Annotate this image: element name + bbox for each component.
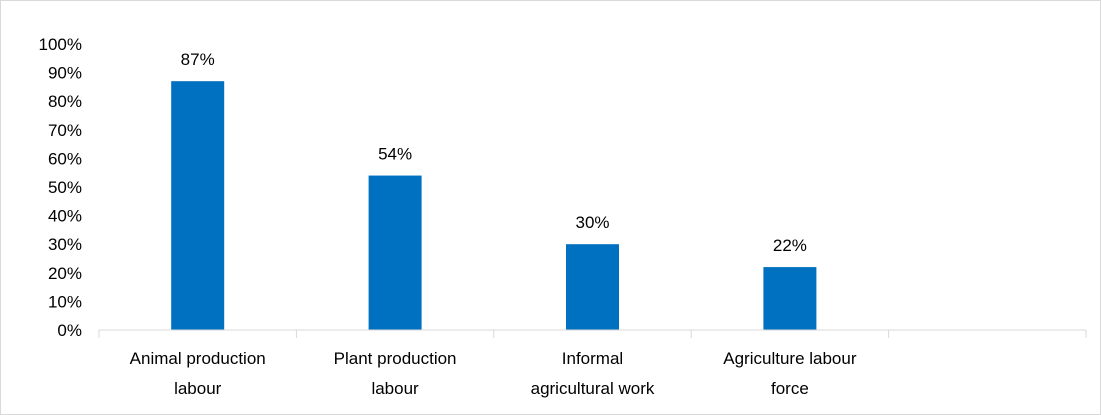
y-tick-label: 60%: [48, 149, 82, 168]
y-tick-label: 40%: [48, 207, 82, 226]
data-label: 22%: [773, 236, 807, 255]
data-label: 54%: [378, 145, 412, 164]
data-label: 87%: [181, 50, 215, 69]
x-category-label: agricultural work: [531, 379, 655, 398]
x-category-label: labour: [174, 379, 222, 398]
x-category-label: Plant production: [334, 349, 457, 368]
y-tick-label: 10%: [48, 292, 82, 311]
x-category-label: force: [771, 379, 809, 398]
y-tick-label: 20%: [48, 264, 82, 283]
y-tick-label: 0%: [57, 321, 82, 340]
bar: [566, 244, 619, 330]
y-tick-label: 30%: [48, 235, 82, 254]
y-tick-label: 90%: [48, 64, 82, 83]
x-category-label: labour: [371, 379, 419, 398]
y-tick-label: 80%: [48, 92, 82, 111]
y-tick-label: 100%: [39, 35, 82, 54]
x-category-label: Animal production: [130, 349, 266, 368]
x-category-label: Agriculture labour: [723, 349, 857, 368]
bar: [171, 81, 225, 331]
bar: [368, 175, 422, 330]
x-category-label: Informal: [562, 349, 623, 368]
bar: [763, 267, 817, 330]
data-label: 30%: [575, 213, 609, 232]
y-tick-label: 70%: [48, 121, 82, 140]
y-tick-label: 50%: [48, 178, 82, 197]
